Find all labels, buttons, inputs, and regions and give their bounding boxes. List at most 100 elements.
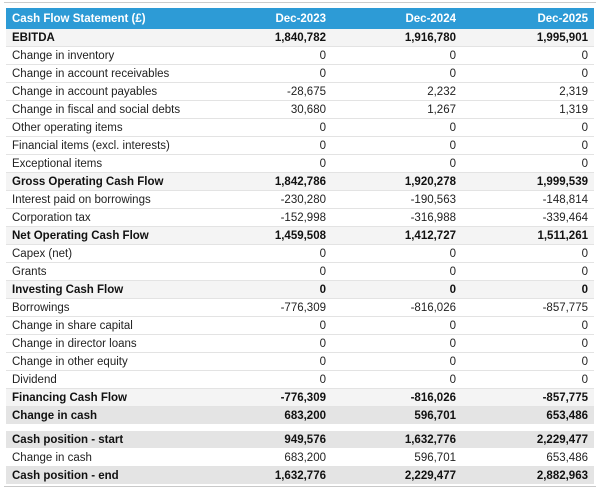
table-row: Net Operating Cash Flow 1,459,508 1,412,… [6, 226, 594, 245]
row-value: -339,464 [462, 208, 594, 227]
table-title: Cash Flow Statement (£) [6, 8, 202, 29]
row-value: 0 [332, 352, 462, 371]
table-row: Dividend 0 0 0 [6, 370, 594, 389]
table-row: Other operating items 0 0 0 [6, 118, 594, 137]
row-label: Grants [6, 262, 202, 281]
row-value: 0 [462, 280, 594, 299]
row-value: 0 [462, 316, 594, 335]
row-value: 683,200 [202, 448, 332, 467]
row-label: Change in cash [6, 448, 202, 467]
row-label: Investing Cash Flow [6, 280, 202, 299]
row-value: 0 [332, 136, 462, 155]
table-header-row: Cash Flow Statement (£) Dec-2023 Dec-202… [6, 8, 594, 29]
table-row: Cash position - start 949,576 1,632,776 … [6, 431, 594, 449]
row-label: Change in cash [6, 406, 202, 425]
row-value: 1,842,786 [202, 172, 332, 191]
row-value: 1,511,261 [462, 226, 594, 245]
row-value: 0 [202, 244, 332, 263]
row-value: 0 [202, 46, 332, 65]
row-label: Financial items (excl. interests) [6, 136, 202, 155]
bottom-divider [4, 486, 596, 487]
row-label: Change in share capital [6, 316, 202, 335]
row-value: 0 [332, 46, 462, 65]
row-value: -316,988 [332, 208, 462, 227]
row-value: 1,632,776 [202, 466, 332, 485]
table-row: Financial items (excl. interests) 0 0 0 [6, 136, 594, 155]
row-value: 0 [462, 334, 594, 353]
row-value: 0 [332, 370, 462, 389]
row-value: 1,840,782 [202, 29, 332, 47]
row-value: 0 [202, 370, 332, 389]
row-value: 0 [202, 334, 332, 353]
row-value: 0 [462, 154, 594, 173]
row-value: 0 [202, 118, 332, 137]
row-value: 596,701 [332, 448, 462, 467]
row-value: 2,232 [332, 82, 462, 101]
row-value: 2,229,477 [462, 431, 594, 449]
row-value: 1,632,776 [332, 431, 462, 449]
row-value: 0 [202, 136, 332, 155]
row-label: Borrowings [6, 298, 202, 317]
row-label: Change in account receivables [6, 64, 202, 83]
row-value: 1,319 [462, 100, 594, 119]
row-value: 653,486 [462, 448, 594, 467]
row-value: -776,309 [202, 298, 332, 317]
row-value: 0 [202, 64, 332, 83]
row-label: Cash position - end [6, 466, 202, 485]
row-value: 596,701 [332, 406, 462, 425]
row-value: 683,200 [202, 406, 332, 425]
row-value: 0 [332, 244, 462, 263]
table-row: Change in inventory 0 0 0 [6, 46, 594, 65]
row-label: Cash position - start [6, 431, 202, 449]
row-value: 2,882,963 [462, 466, 594, 485]
row-value: 0 [332, 334, 462, 353]
spacer-row [6, 424, 594, 431]
table-row: Change in cash 683,200 596,701 653,486 [6, 406, 594, 425]
row-value: 1,459,508 [202, 226, 332, 245]
row-value: 0 [202, 352, 332, 371]
table-row: Interest paid on borrowings -230,280 -19… [6, 190, 594, 209]
row-value: 0 [332, 280, 462, 299]
table-row: Change in other equity 0 0 0 [6, 352, 594, 371]
row-value: -816,026 [332, 388, 462, 407]
row-value: 1,999,539 [462, 172, 594, 191]
row-value: 0 [332, 64, 462, 83]
table-row: Capex (net) 0 0 0 [6, 244, 594, 263]
table-row: Change in director loans 0 0 0 [6, 334, 594, 353]
column-header-dec-2024: Dec-2024 [332, 8, 462, 29]
row-value: 0 [462, 64, 594, 83]
row-label: Gross Operating Cash Flow [6, 172, 202, 191]
row-label: Change in other equity [6, 352, 202, 371]
row-value: 0 [462, 136, 594, 155]
table-row: Corporation tax -152,998 -316,988 -339,4… [6, 208, 594, 227]
row-value: 0 [462, 352, 594, 371]
row-value: 0 [332, 118, 462, 137]
table-body: EBITDA 1,840,782 1,916,780 1,995,901 Cha… [6, 29, 594, 485]
row-value: 2,319 [462, 82, 594, 101]
row-value: -190,563 [332, 190, 462, 209]
row-label: Change in account payables [6, 82, 202, 101]
row-value: 0 [202, 316, 332, 335]
table-row: Cash position - end 1,632,776 2,229,477 … [6, 466, 594, 485]
row-value: 1,920,278 [332, 172, 462, 191]
row-value: 0 [202, 280, 332, 299]
row-value: 1,267 [332, 100, 462, 119]
row-label: Change in director loans [6, 334, 202, 353]
row-value: 0 [202, 154, 332, 173]
table-row: Gross Operating Cash Flow 1,842,786 1,92… [6, 172, 594, 191]
row-value: 1,412,727 [332, 226, 462, 245]
row-value: -857,775 [462, 298, 594, 317]
column-header-dec-2025: Dec-2025 [462, 8, 594, 29]
row-value: 0 [202, 262, 332, 281]
table-row: Change in account payables -28,675 2,232… [6, 82, 594, 101]
row-value: 0 [332, 316, 462, 335]
row-value: 0 [462, 46, 594, 65]
row-label: Net Operating Cash Flow [6, 226, 202, 245]
row-value: -230,280 [202, 190, 332, 209]
row-value: -152,998 [202, 208, 332, 227]
row-label: Change in inventory [6, 46, 202, 65]
row-label: Dividend [6, 370, 202, 389]
row-value: -28,675 [202, 82, 332, 101]
table-row: Change in share capital 0 0 0 [6, 316, 594, 335]
